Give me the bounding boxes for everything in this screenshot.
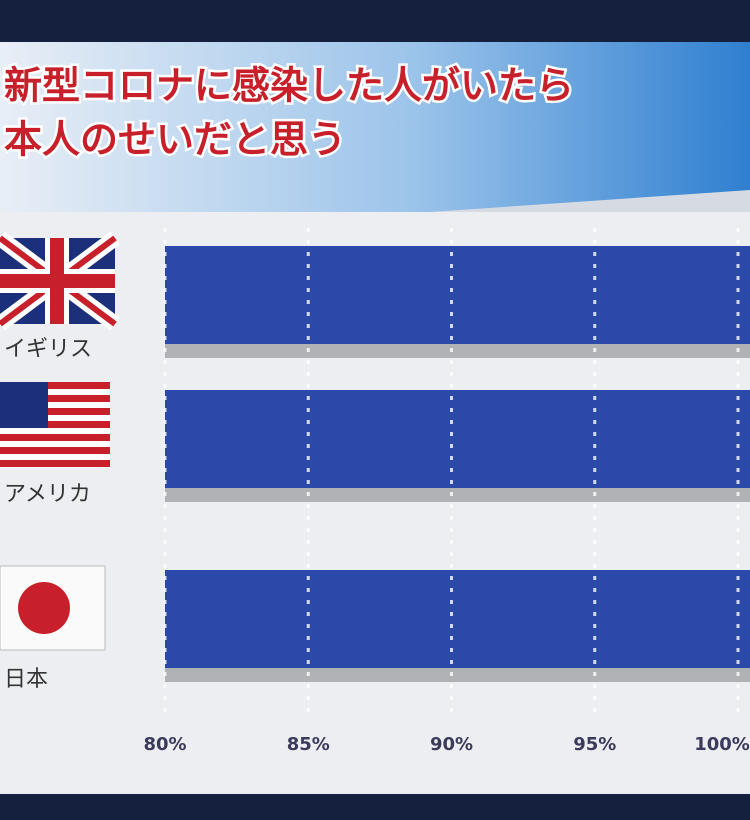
country-label: イギリス (4, 337, 92, 362)
flag-us (0, 382, 110, 468)
country-label: 日本 (4, 667, 48, 692)
chart-title: 新型コロナに感染した人がいたら (4, 64, 574, 108)
chart-title: 本人のせいだと思う (4, 118, 346, 162)
x-tick-label: 90% (430, 734, 473, 755)
header-band (0, 42, 750, 212)
header-edge (0, 190, 750, 212)
x-tick-label: 85% (287, 734, 330, 755)
country-label: アメリカ (4, 482, 91, 507)
bar-shadow (165, 344, 750, 358)
x-tick-label: 95% (573, 734, 616, 755)
bar-shadow (165, 668, 750, 682)
bar-shadow (165, 488, 750, 502)
bar-segment (165, 246, 750, 344)
bar-segment (165, 570, 750, 668)
x-tick-label: 80% (143, 734, 186, 755)
flag-jp (0, 565, 106, 651)
bar-segment (165, 390, 750, 488)
x-tick-label: 100% (694, 734, 750, 755)
flag-uk (0, 231, 120, 331)
